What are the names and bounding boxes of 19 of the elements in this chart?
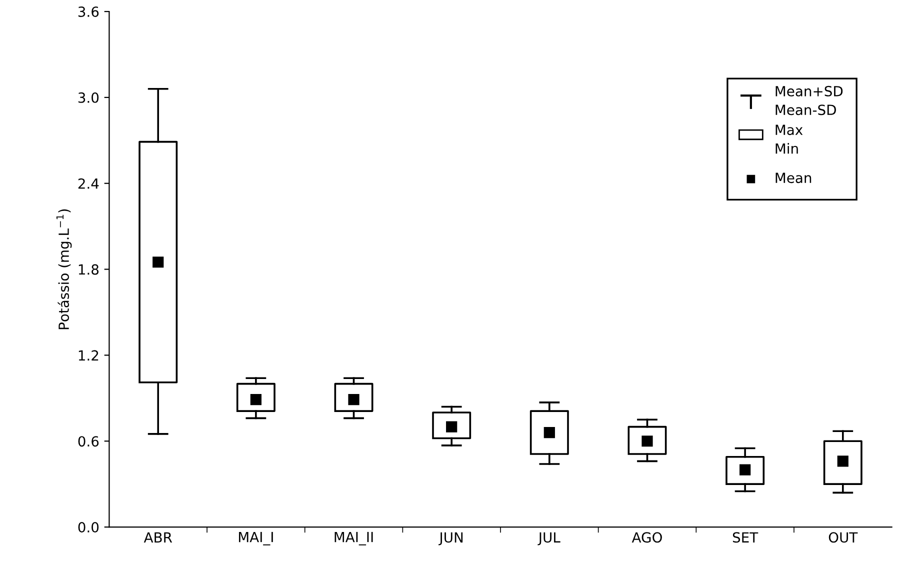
y-tick-label: 3.6	[78, 6, 99, 17]
x-tick-label: JUN	[438, 532, 463, 546]
y-tick-label: 3.0	[78, 92, 99, 103]
x-tick-label: ABR	[144, 532, 172, 542]
x-tick-label: OUT	[828, 532, 858, 543]
x-tick-label: SET	[732, 532, 758, 543]
x-tick-label: JUL	[538, 532, 560, 546]
x-tick-label: AGO	[632, 532, 662, 543]
y-axis-title: Potássio (mg.L$^{−1}$)	[56, 209, 72, 330]
y-tick-label: 0.0	[78, 522, 99, 533]
annotation: Max Min	[776, 124, 803, 154]
y-tick-label: 1.2	[78, 350, 98, 360]
annotation: Mean	[776, 172, 812, 184]
x-tick-label: MAI_II	[334, 532, 373, 546]
y-tick-label: 1.8	[78, 264, 99, 275]
y-tick-label: 2.4	[78, 178, 99, 189]
x-tick-label: MAI_I	[238, 532, 273, 546]
annotation: Mean+SD Mean-SD	[776, 86, 843, 116]
y-tick-label: 0.6	[78, 436, 99, 447]
